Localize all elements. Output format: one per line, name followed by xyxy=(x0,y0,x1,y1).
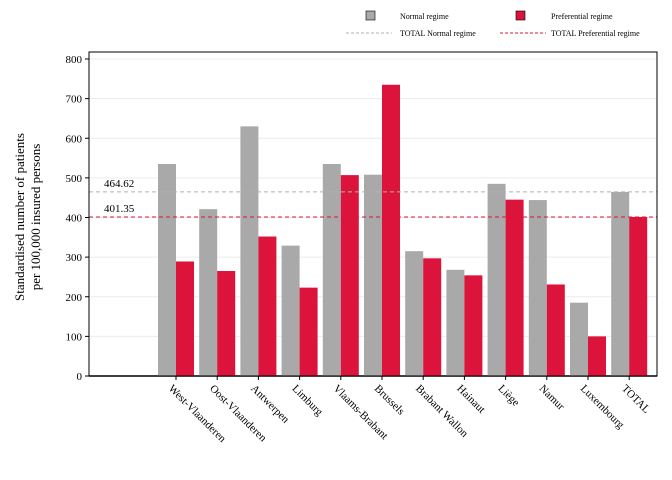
y-tick-label: 300 xyxy=(66,252,83,264)
x-tick-label: Namur xyxy=(537,383,567,413)
legend-label-total-preferential: TOTAL Preferential regime xyxy=(551,29,640,38)
bar xyxy=(446,269,465,376)
legend-label-preferential: Preferential regime xyxy=(551,12,613,21)
bar xyxy=(340,175,359,376)
legend-swatch-normal xyxy=(365,10,376,21)
y-axis-ticks: 0 100 200 300 400 500 600 700 800 xyxy=(66,54,89,383)
bar xyxy=(199,209,218,376)
y-tick-label: 400 xyxy=(66,213,83,225)
y-axis-title-line1: Standardised number of patients xyxy=(12,133,27,301)
bar xyxy=(423,258,442,376)
bar xyxy=(505,199,524,376)
y-tick-label: 800 xyxy=(66,54,83,66)
y-tick-label: 500 xyxy=(66,173,83,185)
bar xyxy=(588,336,606,376)
x-axis-ticks: West-VlaanderenOost-VlaanderenAntwerpenL… xyxy=(166,376,652,445)
bar xyxy=(258,236,277,376)
bar xyxy=(611,191,630,376)
bar xyxy=(487,183,506,376)
bar xyxy=(364,174,382,376)
y-tick-label: 700 xyxy=(66,94,83,106)
y-tick-label: 600 xyxy=(66,133,83,145)
x-tick-label: Liège xyxy=(495,383,521,409)
legend: Normal regime Preferential regime TOTAL … xyxy=(346,10,640,38)
bar xyxy=(629,216,648,376)
reference-line-label: 401.35 xyxy=(104,203,135,215)
legend-label-normal: Normal regime xyxy=(400,12,449,21)
x-tick-label: Limburg xyxy=(289,383,325,419)
x-tick-label: Hainaut xyxy=(454,383,487,416)
legend-swatch-preferential xyxy=(515,10,526,21)
bar xyxy=(240,126,259,376)
x-tick-label: Antwerpen xyxy=(248,383,291,426)
bar xyxy=(546,284,565,376)
bar xyxy=(570,302,588,376)
x-tick-label: TOTAL xyxy=(619,383,652,416)
bar xyxy=(281,245,300,376)
y-tick-label: 0 xyxy=(77,371,83,383)
x-tick-label: Brussels xyxy=(372,383,407,418)
bar xyxy=(299,287,318,376)
bar xyxy=(528,200,547,376)
bar xyxy=(158,164,176,376)
reference-line-label: 464.62 xyxy=(104,178,134,190)
bar xyxy=(322,164,341,376)
plot-area-frame xyxy=(88,51,658,377)
bars xyxy=(158,84,648,376)
bar xyxy=(464,275,483,376)
legend-label-total-normal: TOTAL Normal regime xyxy=(400,29,476,38)
bar xyxy=(405,251,424,376)
bar xyxy=(176,261,194,376)
reference-lines: 464.62 401.35 xyxy=(89,178,657,218)
y-tick-label: 200 xyxy=(66,292,83,304)
y-tick-label: 100 xyxy=(66,331,83,343)
y-axis-title-line2: per 100,000 insured persons xyxy=(28,144,43,291)
bar xyxy=(382,84,400,376)
bar xyxy=(217,270,236,376)
